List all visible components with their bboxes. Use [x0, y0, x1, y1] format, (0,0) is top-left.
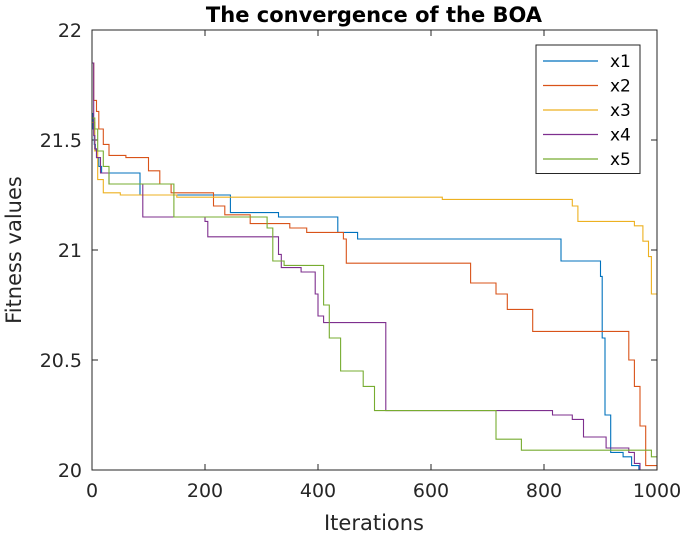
x-axis-label: Iterations — [324, 511, 424, 534]
x-tick-label: 600 — [413, 480, 449, 502]
plot-area-frame — [91, 29, 658, 471]
series-line-x4 — [92, 62, 657, 471]
series-line-x2 — [92, 62, 658, 470]
legend-label-x2: x2 — [610, 77, 631, 97]
y-tick-label: 21 — [58, 240, 82, 262]
series-lines — [92, 62, 658, 471]
y-tick-label: 22 — [58, 20, 82, 42]
y-axis-label: Fitness values — [2, 176, 26, 324]
legend-label-x5: x5 — [610, 150, 631, 170]
legend-label-x4: x4 — [610, 126, 631, 146]
chart-title: The convergence of the BOA — [206, 3, 543, 27]
y-tick-label: 20 — [58, 460, 82, 482]
x-tick-label: 200 — [187, 480, 223, 502]
x-tick-label: 0 — [86, 480, 98, 502]
legend-label-x1: x1 — [610, 52, 631, 72]
legend-box — [535, 44, 641, 174]
y-tick-label: 20.5 — [40, 350, 82, 372]
legend-label-x3: x3 — [610, 101, 631, 121]
y-tick-label: 21.5 — [40, 130, 82, 152]
legend: x1 x2 x3 x4 x5 — [535, 44, 641, 174]
x-tick-label: 1000 — [633, 480, 681, 502]
tick-labels: 0 200 400 600 800 1000 20 20.5 21 21.5 22 — [40, 20, 681, 502]
x-tick-label: 400 — [300, 480, 336, 502]
x-tick-label: 800 — [526, 480, 562, 502]
series-line-x5 — [92, 117, 657, 458]
series-line-x3 — [92, 121, 657, 295]
